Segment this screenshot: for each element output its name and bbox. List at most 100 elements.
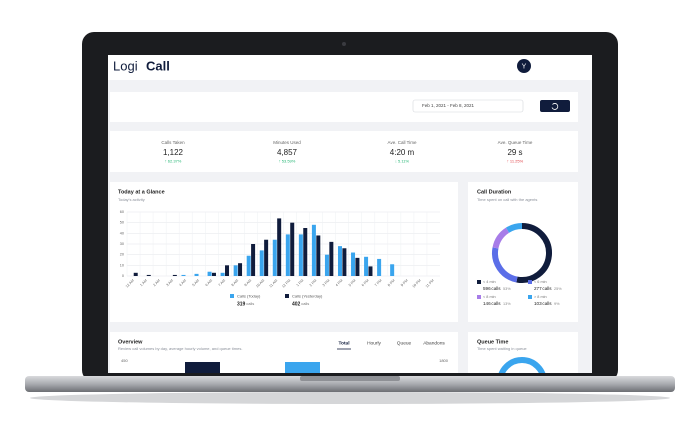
stat-change: ↑ 53.59%: [279, 159, 296, 164]
bar: [172, 274, 177, 276]
refresh-button[interactable]: [540, 100, 570, 112]
x-tick-label: 12 AM: [125, 279, 135, 289]
bar: [298, 234, 303, 276]
legend-count: 103: [534, 301, 542, 306]
stats-card: [110, 131, 578, 172]
stat-label: Calls Taken: [161, 140, 185, 145]
bar: [290, 222, 295, 276]
legend-label: < 4 min: [483, 280, 496, 284]
legend-percent: 13%: [503, 302, 511, 306]
avatar[interactable]: [517, 59, 531, 73]
stat-value: 29 s: [507, 148, 522, 157]
shadow: [30, 392, 670, 404]
bar: [303, 228, 308, 276]
card-title: Call Duration: [477, 189, 512, 195]
card-subtitle: Time spent on call with the agents: [477, 197, 537, 202]
bar: [146, 274, 151, 276]
tab[interactable]: Queue: [397, 340, 412, 346]
legend-total: 319: [237, 301, 246, 307]
bar: [194, 273, 199, 276]
x-tick-label: 1 PM: [296, 279, 305, 288]
x-tick-label: 11 PM: [425, 279, 435, 289]
card-title: Overview: [118, 339, 143, 345]
x-tick-label: 2 PM: [309, 279, 318, 288]
donut-segment: [505, 223, 523, 233]
stat-value: 1,122: [163, 148, 184, 157]
stat-change: ↑ 62.37%: [165, 159, 182, 164]
y-tick-label: 60: [120, 210, 124, 214]
x-tick-label: 5 PM: [348, 279, 357, 288]
bar: [368, 266, 373, 276]
bar: [316, 235, 321, 276]
today-card: [110, 182, 458, 322]
legend-swatch: [230, 294, 234, 298]
duration-card: [468, 182, 578, 322]
date-picker[interactable]: [412, 99, 524, 113]
stat-value: 4:20 m: [390, 148, 415, 157]
x-tick-label: 11 AM: [269, 279, 279, 289]
screen: Logi Call Y Feb 1, 2021 - Feb 8, 2021 To…: [108, 55, 592, 373]
legend-label: Calls (Yesterday): [292, 294, 323, 299]
x-tick-label: 10 AM: [255, 279, 265, 289]
bar: [233, 265, 238, 276]
x-tick-label: 12 PM: [281, 279, 291, 289]
bar: [264, 239, 269, 276]
stat-change: ↓ 5.11%: [395, 159, 410, 164]
legend-swatch: [477, 295, 481, 299]
axis-label: 1800: [439, 358, 449, 363]
x-tick-label: 3 AM: [165, 279, 174, 288]
y-tick-label: 20: [120, 253, 124, 257]
tab[interactable]: Abandons: [423, 340, 445, 346]
legend-percent: 9%: [554, 302, 560, 306]
bar: [390, 264, 395, 276]
legend-swatch: [528, 280, 532, 284]
axis-label: 450: [121, 358, 128, 363]
x-tick-label: 9 PM: [400, 279, 409, 288]
x-tick-label: 5 AM: [191, 279, 200, 288]
y-tick-label: 50: [120, 221, 124, 225]
legend-swatch: [477, 280, 481, 284]
legend-label: > 8 min: [534, 295, 547, 299]
bar: [259, 250, 264, 276]
bar: [225, 265, 230, 276]
donut-segment: [516, 223, 552, 283]
legend-percent: 25%: [554, 287, 562, 291]
card-subtitle: Review call volumes by day, average hour…: [118, 346, 242, 351]
y-tick-label: 0: [122, 274, 124, 278]
bar: [342, 248, 347, 276]
stat-label: Minutes Used: [273, 140, 301, 145]
x-tick-label: 7 PM: [374, 279, 383, 288]
laptop-base: [25, 376, 675, 392]
legend-swatch: [528, 295, 532, 299]
queue-donut: [498, 357, 546, 373]
bar: [377, 258, 382, 276]
date-range: Feb 1, 2021 - Feb 8, 2021: [422, 103, 475, 108]
tab[interactable]: Total: [338, 340, 349, 346]
x-tick-label: 7 AM: [218, 279, 227, 288]
avatar-initial: Y: [522, 63, 527, 70]
tab[interactable]: Hourly: [367, 340, 381, 346]
queue-card: [468, 332, 578, 373]
top-bar: [108, 55, 592, 80]
bar: [277, 218, 282, 276]
bar: [351, 252, 356, 276]
overview-bar: [185, 362, 220, 373]
donut-segment: [492, 227, 510, 249]
logo-b: Call: [146, 58, 170, 73]
legend-label: Calls (Today): [237, 294, 261, 299]
bar: [329, 241, 334, 276]
stat-label: Ave. Queue Time: [498, 140, 533, 145]
x-tick-label: 9 AM: [244, 279, 253, 288]
x-tick-label: 6 PM: [361, 279, 370, 288]
stat-label: Ave. Call Time: [388, 140, 417, 145]
refresh-icon: [551, 103, 559, 110]
bar: [133, 272, 138, 276]
bar: [285, 234, 290, 276]
x-tick-label: 10 PM: [412, 279, 422, 289]
card-title: Queue Time: [477, 339, 508, 345]
bar: [324, 254, 329, 276]
logo-a: Logi: [113, 58, 138, 73]
bar: [337, 246, 342, 276]
